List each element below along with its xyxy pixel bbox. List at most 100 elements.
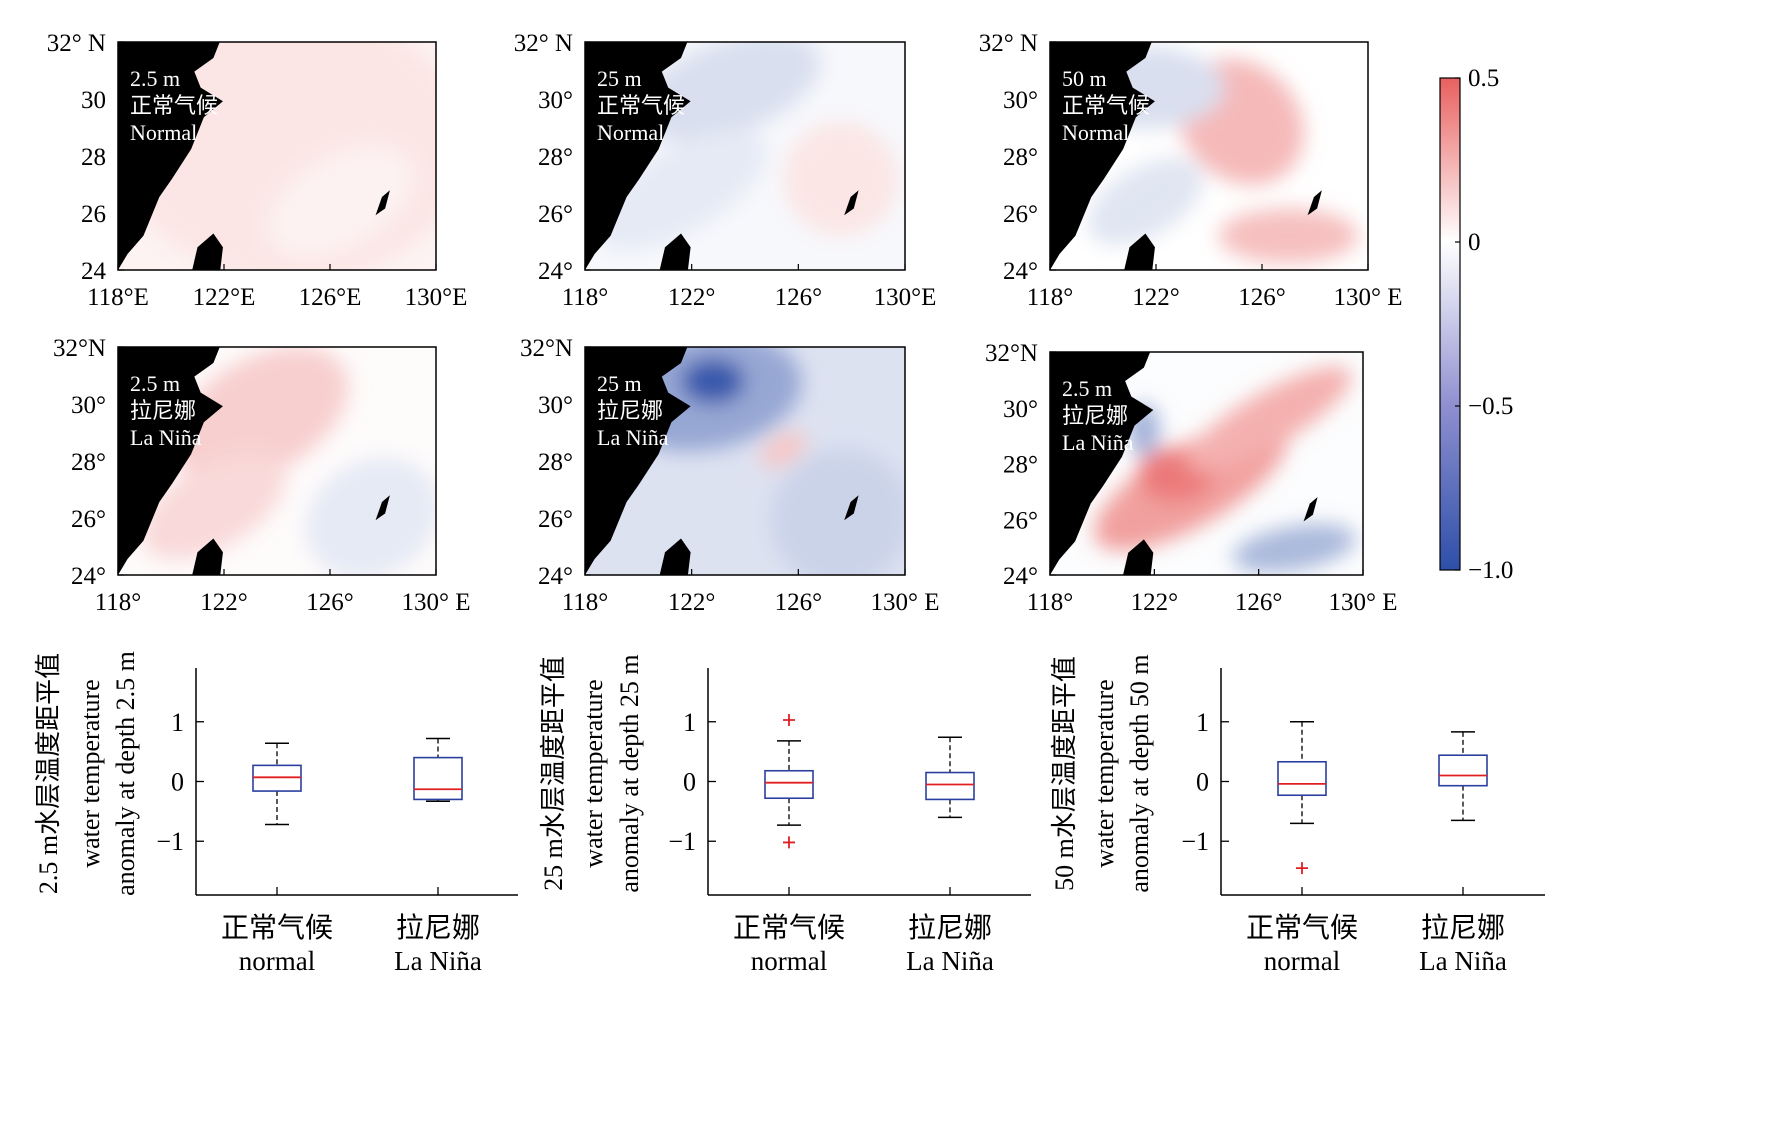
taiwan-island <box>192 233 223 270</box>
category-label-en: normal <box>751 946 827 976</box>
map-label: 正常气候 <box>597 93 685 118</box>
map-label: La Niña <box>130 425 202 450</box>
outlier-marker <box>1296 862 1308 875</box>
map-y-tick-label: 28° <box>1003 144 1038 171</box>
okinawa-island <box>375 495 390 521</box>
y-tick-label: −1 <box>156 827 184 856</box>
map-x-tick-label: 130°E <box>405 284 468 311</box>
map-x-tick-label: 122° <box>1132 284 1180 311</box>
map-y-tick-label: 30° <box>71 392 106 419</box>
map-y-tick-label: 30° <box>538 392 573 419</box>
map-x-tick-label: 118° <box>95 589 142 616</box>
map-y-tick-label: 24° <box>1003 258 1038 285</box>
anomaly-patch <box>305 457 436 575</box>
category-label-zh: 正常气候 <box>221 912 333 944</box>
map-y-tick-label: 32° N <box>979 30 1038 57</box>
y-axis-label: water temperature <box>76 679 105 867</box>
category-label-en: normal <box>239 946 315 976</box>
taiwan-island <box>659 233 691 270</box>
map-x-tick-label: 126°E <box>299 284 362 311</box>
map-x-tick-label: 130° E <box>1328 589 1397 616</box>
map-label: 2.5 m <box>130 371 180 396</box>
colorbar: 0.5 0 −0.5 −1.0 <box>1439 65 1513 584</box>
map-x-tick-label: 118°E <box>87 284 149 311</box>
mainland-china <box>585 347 691 575</box>
map-x-tick-label: 126° <box>1235 589 1283 616</box>
box-plot-3: 1 0 −1 50 m水层温度距平值 water temperature anomaly … <box>1050 654 1545 976</box>
category-label-en: normal <box>1264 946 1340 976</box>
box-normal <box>252 742 302 826</box>
okinawa-island <box>844 190 859 216</box>
map-x-tick-label: 126° <box>1238 284 1286 311</box>
box-plot-1: 1 0 −1 2.5 m水层温度距平值 water temperature anomaly… <box>34 651 518 976</box>
y-tick-label: 1 <box>683 708 696 737</box>
mainland-china <box>1050 352 1154 575</box>
anomaly-patch <box>595 130 767 250</box>
taiwan-island <box>1123 539 1154 575</box>
y-tick-label: 0 <box>1196 768 1209 797</box>
category-label-zh: 正常气候 <box>733 912 845 944</box>
map-y-tick-label: 26° <box>1003 201 1038 228</box>
anomaly-patch <box>637 42 821 142</box>
okinawa-island <box>1303 496 1318 522</box>
map-label: 25 m <box>597 66 642 91</box>
y-tick-label: 1 <box>171 708 184 737</box>
anomaly-patch <box>173 347 349 485</box>
map-label: La Niña <box>1062 430 1134 455</box>
outlier-marker <box>783 836 795 849</box>
map-y-tick-label: 28° <box>538 449 573 476</box>
map-y-tick-label: 26° <box>538 201 573 228</box>
map-y-tick-label: 30° <box>538 87 573 114</box>
map-y-tick-label: 30° <box>1003 87 1038 114</box>
map-y-tick-label: 32°N <box>520 335 573 362</box>
category-label-en: La Niña <box>1419 946 1507 976</box>
map-y-tick-label: 28° <box>1003 452 1038 479</box>
map-x-tick-label: 118° <box>1027 284 1074 311</box>
y-tick-label: −1 <box>1181 827 1209 856</box>
mainland-china <box>585 42 691 270</box>
okinawa-island <box>375 190 390 216</box>
category-label-zh: 拉尼娜 <box>1421 912 1505 944</box>
y-axis-label: anomaly at depth 25 m <box>615 654 644 892</box>
y-tick-label: −1 <box>668 827 696 856</box>
y-axis-label: water temperature <box>579 679 608 867</box>
category-label-en: La Niña <box>394 946 482 976</box>
map-y-tick-label: 26 <box>81 201 106 228</box>
map-y-tick-label: 26° <box>1003 507 1038 534</box>
map-y-tick-label: 26° <box>71 506 106 533</box>
okinawa-island <box>844 495 859 521</box>
y-axis-label: 2.5 m水层温度距平值 <box>34 653 63 894</box>
anomaly-patch <box>1232 523 1356 573</box>
map-label: 50 m <box>1062 66 1107 91</box>
anomaly-patch <box>681 358 745 405</box>
map-y-tick-label: 24 <box>81 258 107 285</box>
iqr-box <box>1277 760 1327 797</box>
map-x-tick-label: 118° <box>1027 589 1074 616</box>
iqr-box <box>413 756 463 801</box>
box-normal <box>1277 721 1327 875</box>
anomaly-patch <box>141 453 286 560</box>
mainland-china <box>118 42 223 270</box>
map-y-tick-label: 32° N <box>514 30 573 57</box>
map-label: 拉尼娜 <box>1062 403 1128 428</box>
y-tick-label: 0 <box>171 768 184 797</box>
map-y-tick-label: 28 <box>81 144 106 171</box>
map-y-tick-label: 24° <box>71 563 106 590</box>
map-y-tick-label: 30° <box>1003 396 1038 423</box>
category-label-zh: 拉尼娜 <box>908 912 992 944</box>
map-label: 正常气候 <box>1062 93 1150 118</box>
map-x-tick-label: 126° <box>775 284 823 311</box>
map-label: 正常气候 <box>130 93 218 118</box>
map-x-tick-label: 118° <box>562 589 609 616</box>
iqr-box <box>925 771 975 801</box>
map-label: La Niña <box>597 425 669 450</box>
anomaly-patch <box>268 145 414 258</box>
colorbar-tick-label: 0 <box>1468 229 1481 256</box>
taiwan-island <box>659 538 691 575</box>
map-y-tick-label: 32° N <box>47 30 106 57</box>
box-la-nina <box>1438 731 1488 822</box>
